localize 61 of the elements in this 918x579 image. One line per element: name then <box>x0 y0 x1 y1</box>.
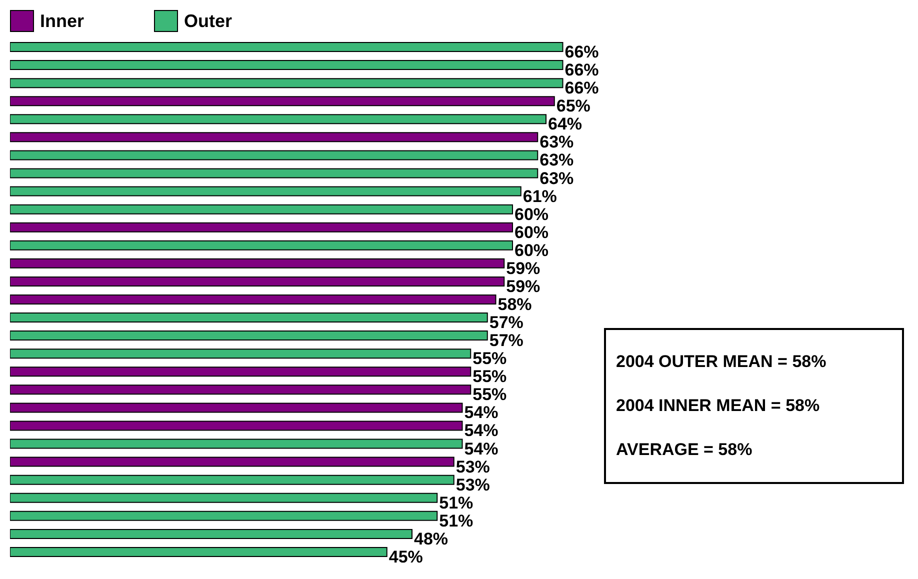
bar <box>10 510 438 521</box>
bar <box>10 294 496 304</box>
bar <box>10 312 488 323</box>
data-label: 60% <box>514 204 549 224</box>
data-label: 57% <box>489 331 524 350</box>
bar <box>10 222 513 232</box>
data-label: 55% <box>472 367 507 386</box>
data-label: 54% <box>464 439 498 458</box>
data-label: 51% <box>439 493 474 512</box>
data-label: 51% <box>439 511 474 530</box>
data-label: 53% <box>456 475 490 494</box>
data-label: 66% <box>564 78 599 98</box>
bar <box>10 132 538 142</box>
legend-label: Outer <box>183 10 232 32</box>
data-label: 66% <box>564 60 599 80</box>
bar <box>10 330 488 341</box>
bar <box>10 78 564 88</box>
data-label: 55% <box>472 349 507 368</box>
bar <box>10 186 522 196</box>
bar <box>10 420 463 431</box>
data-label: 48% <box>414 529 448 548</box>
bar <box>10 456 454 467</box>
bar <box>10 42 564 52</box>
data-label: 54% <box>464 403 498 422</box>
data-label: 55% <box>472 385 507 404</box>
bar <box>10 168 538 178</box>
data-label: 63% <box>540 132 574 152</box>
data-label: 63% <box>540 150 574 170</box>
data-label: 61% <box>522 186 557 206</box>
data-label: 63% <box>540 168 574 188</box>
bar <box>10 258 505 268</box>
bar <box>10 528 412 539</box>
bar <box>10 150 538 160</box>
bar <box>10 240 513 250</box>
data-label: 57% <box>489 313 524 332</box>
data-label: 58% <box>498 294 532 314</box>
data-label: 53% <box>456 457 490 476</box>
bar <box>10 546 388 557</box>
data-label: 59% <box>506 276 540 296</box>
bar <box>10 276 505 286</box>
data-label: 54% <box>464 421 498 440</box>
bar <box>10 60 564 70</box>
bar <box>10 204 513 214</box>
bar <box>10 96 555 106</box>
data-label: 60% <box>514 240 549 260</box>
bar <box>10 366 472 377</box>
bar <box>10 474 454 485</box>
text-box: 2004 OUTER MEAN = 58% 2004 INNER MEAN = 58% AVERAGE = 58% <box>604 328 904 484</box>
data-label: 65% <box>556 96 590 116</box>
data-label: 45% <box>388 547 423 566</box>
bar <box>10 402 463 413</box>
data-label: 66% <box>564 42 599 62</box>
bar <box>10 384 472 395</box>
legend-label: Inner <box>39 10 84 32</box>
bar <box>10 438 463 449</box>
bar <box>10 114 546 124</box>
data-label: 64% <box>548 114 582 134</box>
bar <box>10 492 438 503</box>
bar <box>10 348 472 359</box>
data-label: 60% <box>514 222 549 242</box>
data-label: 59% <box>506 258 540 278</box>
